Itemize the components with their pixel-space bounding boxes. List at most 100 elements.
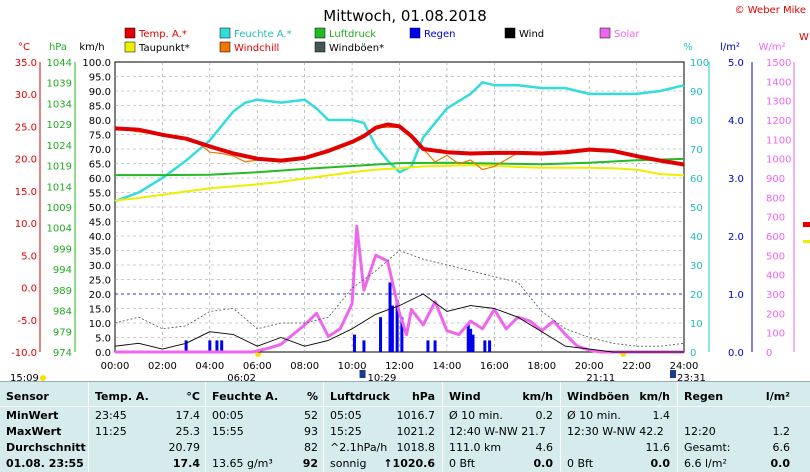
legend-swatch	[314, 41, 326, 53]
table-header: Feuchte A.	[212, 390, 279, 403]
wind-tick-label: 70.0	[89, 145, 111, 156]
table-cell: sonnig	[330, 457, 367, 470]
pressure-series-line	[115, 157, 685, 177]
humidity-tick-label: 90	[690, 87, 703, 98]
humidity-tick-label: 40	[690, 232, 703, 243]
table-row-label: Durchschnitt	[6, 441, 86, 454]
rain-bar	[466, 323, 470, 352]
moonset-icon	[670, 370, 676, 378]
table-cell: 17.4	[175, 409, 201, 422]
table-cell: 12:20	[684, 425, 716, 438]
temp-tick-label: 35.0	[15, 58, 37, 69]
solar-tick-label: 1400	[766, 77, 791, 88]
right-edge-label: W	[799, 32, 809, 43]
temp-tick-label: -5.0	[17, 316, 37, 327]
x-tick-label: 00:00	[101, 361, 130, 372]
rain-bar	[220, 340, 224, 352]
table-header: Sensor	[6, 390, 49, 403]
moonrise-time: 10:29	[368, 373, 397, 381]
table-header: Regen	[684, 390, 724, 403]
x-tick-label: 08:00	[290, 361, 319, 372]
rain-bar	[388, 282, 392, 352]
temperature-series-line	[114, 122, 685, 167]
pressure-tick-label: 999	[53, 244, 72, 255]
humidity-tick-label: 50	[690, 203, 703, 214]
table-cell: 11.6	[645, 441, 671, 454]
rain-bar	[483, 340, 487, 352]
wind-series-line	[114, 293, 684, 353]
table-header: Windböen	[567, 390, 630, 403]
rain-tick-label: 4.0	[728, 116, 744, 127]
table-cell: 1.4	[652, 409, 671, 422]
x-tick-label: 02:00	[148, 361, 177, 372]
moonrise-icon	[359, 370, 366, 378]
statistics-table: Sensor Temp. A. °C Feuchte A.% Luftdruck hPa W…	[0, 381, 810, 472]
legend-label: Taupunkt*	[138, 43, 190, 54]
legend: Temp. A.* Feuchte A.* Luftdruck Regen Wind So…	[124, 27, 640, 54]
axis-unit-pressure: hPa	[49, 42, 67, 53]
temp-tick-label: 0.0	[21, 284, 37, 295]
table-cell: 0 Bft	[449, 457, 476, 470]
table-cell: 0 Bft	[567, 457, 594, 470]
weather-chart: Mittwoch, 01.08.2018 © Weber Mike Temp. …	[10, 5, 810, 381]
pressure-tick-label: 994	[53, 265, 72, 276]
x-tick-label: 16:00	[480, 361, 509, 372]
legend-label: Wind	[519, 29, 544, 40]
temp-tick-label: 25.0	[15, 122, 37, 133]
axis-unit-temp: °C	[18, 42, 30, 53]
table-cell: 111.0 km	[449, 441, 502, 454]
wind-tick-label: 75.0	[89, 131, 111, 142]
rain-bar	[379, 317, 383, 352]
table-cell: 20.79	[168, 441, 201, 454]
table-cell: 13.65 g/m³	[212, 457, 273, 470]
axis-unit-solar: W/m²	[758, 42, 785, 53]
table-cell: ↑1020.6	[383, 457, 435, 470]
rain-bar	[433, 340, 437, 352]
sunrise-time: 06:02	[227, 373, 256, 381]
rain-bar	[215, 340, 219, 352]
wind-tick-label: 90.0	[89, 87, 111, 98]
pressure-tick-label: 989	[53, 286, 72, 297]
rain-bar	[488, 340, 492, 352]
table-divider	[442, 382, 443, 472]
x-tick-label: 06:00	[243, 361, 272, 372]
table-header: km/h	[639, 390, 670, 403]
table-cell: Gesamt:	[684, 441, 731, 454]
humidity-tick-label: 60	[690, 174, 703, 185]
pressure-tick-label: 1014	[47, 182, 72, 193]
humidity-tick-label: 10	[690, 319, 703, 330]
temp-tick-label: 20.0	[15, 155, 37, 166]
legend-label: Luftdruck	[329, 29, 376, 40]
wind-tick-label: 15.0	[89, 305, 111, 316]
x-tick-label: 04:00	[195, 361, 224, 372]
pressure-tick-label: 1034	[47, 99, 72, 110]
pressure-tick-label: 1029	[47, 120, 72, 131]
axis-unit-wind: km/h	[79, 42, 104, 53]
table-cell: 1.2	[772, 425, 791, 438]
wind-tick-label: 50.0	[89, 203, 111, 214]
x-tick-label: 10:00	[338, 361, 367, 372]
axis-unit-humidity: %	[683, 42, 693, 53]
rain-bar	[208, 340, 212, 352]
table-cell: 93	[304, 425, 318, 438]
table-cell: 1018.8	[396, 441, 436, 454]
table-header: km/h	[522, 390, 553, 403]
gust-series-line	[114, 250, 685, 347]
solar-tick-label: 1300	[766, 97, 791, 108]
humidity-tick-label: 70	[690, 145, 703, 156]
pressure-tick-label: 1019	[47, 162, 72, 173]
x-tick-label: 24:00	[670, 361, 699, 372]
rain-bar	[471, 334, 475, 352]
pressure-tick-label: 1009	[47, 203, 72, 214]
table-cell: Ø 10 min.	[449, 409, 503, 422]
pressure-tick-label: 1039	[47, 79, 72, 90]
table-cell: 0.0	[770, 457, 791, 470]
table-divider	[323, 382, 324, 472]
wind-tick-label: 95.0	[89, 73, 111, 84]
humidity-tick-label: 80	[690, 116, 703, 127]
solar-tick-label: 500	[766, 251, 785, 262]
legend-label: Windböen*	[329, 43, 384, 54]
humidity-tick-label: 100	[690, 58, 709, 69]
solar-tick-label: 100	[766, 329, 785, 340]
pressure-tick-label: 979	[53, 327, 72, 338]
